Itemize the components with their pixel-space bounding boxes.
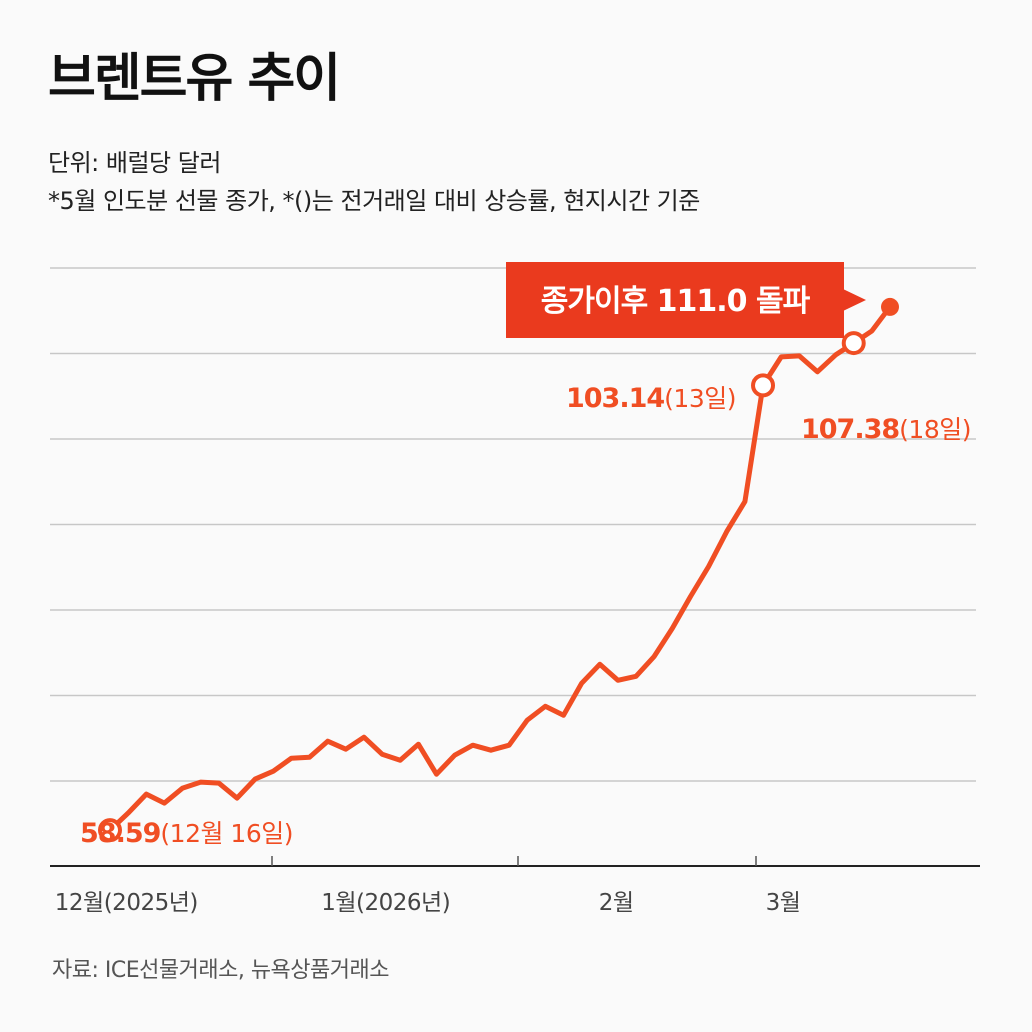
late-annotation: 107.38(18일) [801, 414, 971, 445]
late-value-label: 107.38 [801, 414, 899, 445]
mid-annotation: 103.14(13일) [566, 383, 736, 414]
x-tick-label: 3월 [766, 890, 801, 916]
late-date-label: (18일) [899, 415, 971, 444]
x-tick-label: 12월(2025년) [55, 890, 198, 916]
annotated-point-marker [751, 373, 776, 398]
start-value-label: 58.59 [80, 818, 161, 849]
annotated-point-marker [841, 331, 866, 356]
x-tick-label: 2월 [599, 890, 634, 916]
mid-value-label: 103.14 [566, 383, 664, 414]
start-date-label: (12월 16일) [160, 819, 293, 848]
latest-point-marker [881, 297, 899, 316]
x-axis-ticks: 12월(2025년) 1월(2026년) 2월 3월 [55, 856, 801, 916]
price-line [107, 304, 893, 833]
mid-date-label: (13일) [664, 384, 736, 413]
gridlines [50, 267, 976, 782]
footnote: *5월 인도분 선물 종가, *()는 전거래일 대비 상승률, 현지시간 기준 [48, 187, 700, 215]
source-note: 자료: ICE선물거래소, 뉴욕상품거래소 [52, 958, 390, 983]
unit-note: 단위: 배럴당 달러 [48, 149, 221, 177]
callout-box [506, 262, 844, 338]
chart-title: 브렌트유 추이 [48, 49, 341, 109]
data-markers [98, 297, 899, 843]
breakthrough-callout: 종가이후 111.0 돌파 [506, 262, 866, 338]
callout-pointer [843, 289, 866, 311]
x-tick-label: 1월(2026년) [321, 890, 450, 916]
callout-label: 종가이후 111.0 돌파 [541, 284, 811, 319]
annotated-point-marker [98, 818, 122, 843]
start-annotation: 58.59(12월 16일) [80, 818, 293, 849]
